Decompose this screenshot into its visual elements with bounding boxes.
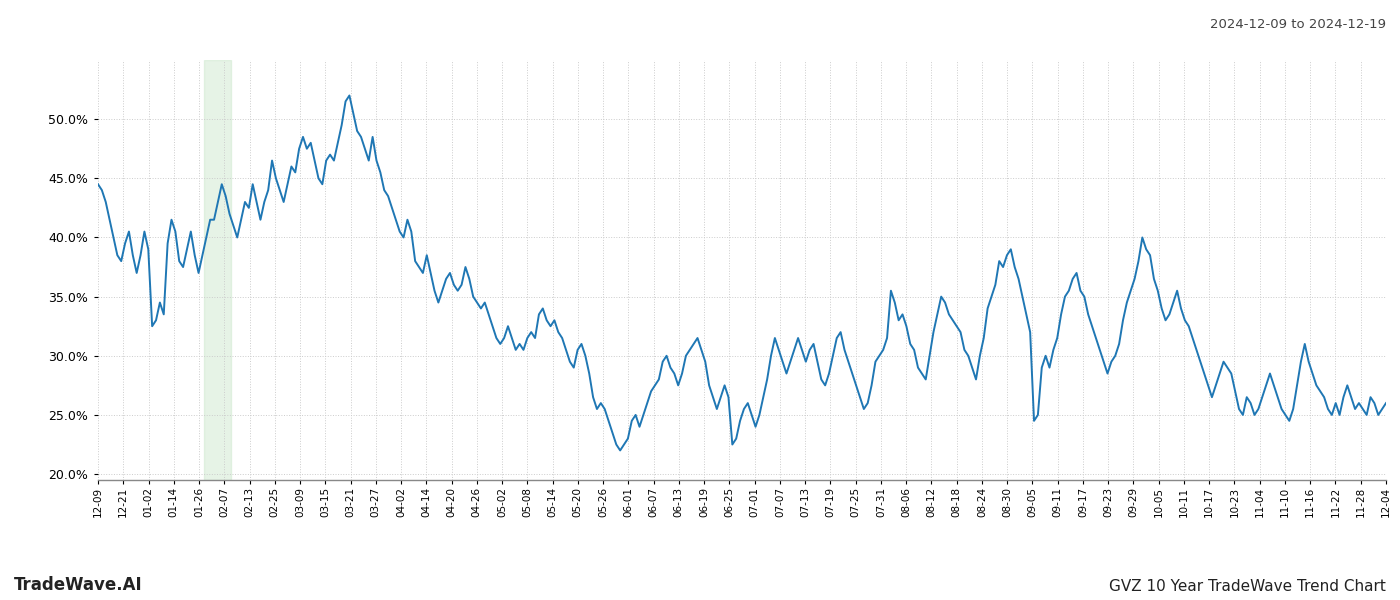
Text: 2024-12-09 to 2024-12-19: 2024-12-09 to 2024-12-19	[1210, 18, 1386, 31]
Text: TradeWave.AI: TradeWave.AI	[14, 576, 143, 594]
Text: GVZ 10 Year TradeWave Trend Chart: GVZ 10 Year TradeWave Trend Chart	[1109, 579, 1386, 594]
Bar	[203, 60, 231, 480]
